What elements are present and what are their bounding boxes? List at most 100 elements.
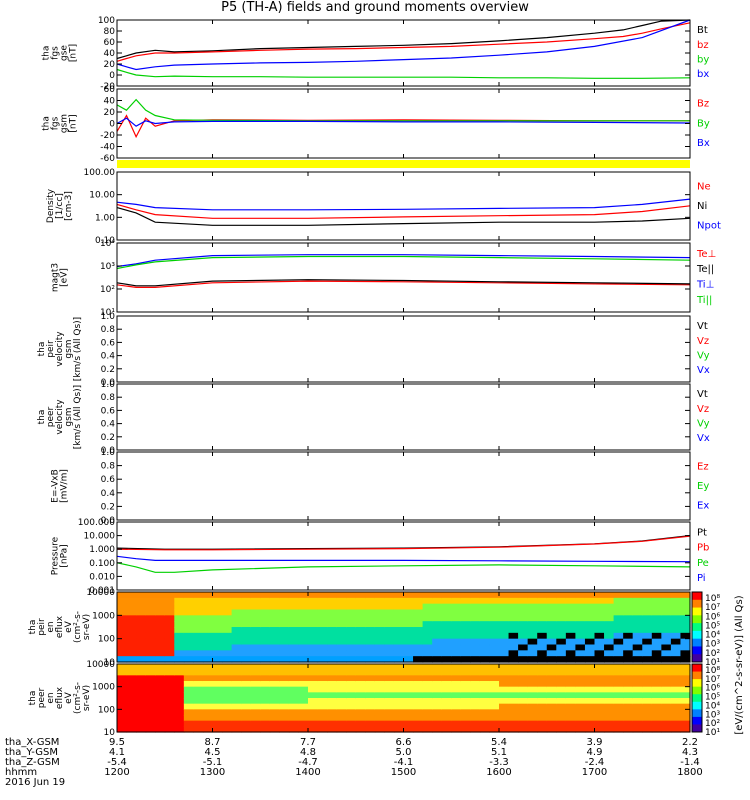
y-tick-label: 10 [104, 658, 116, 668]
spectrogram-cell [183, 603, 194, 611]
spectrogram-cell [117, 592, 128, 599]
spectrogram-cell [451, 632, 462, 640]
spectrogram-cell [298, 709, 309, 716]
spectrogram-cell [556, 715, 567, 722]
spectrogram-cell [155, 644, 166, 651]
spectrogram-cell [117, 664, 128, 671]
spectrogram-cell [632, 715, 643, 722]
spectrogram-cell [365, 664, 376, 671]
spectrogram-cell [432, 715, 443, 722]
spectrogram-cell [680, 609, 691, 616]
spectrogram-cell [269, 698, 280, 705]
spectrogram-cell [670, 597, 682, 605]
spectrogram-cell [145, 726, 156, 733]
spectrogram-cell [451, 709, 462, 716]
spectrogram-cell [575, 632, 586, 640]
spectrogram-cell [575, 638, 586, 646]
spectrogram-cell [546, 627, 557, 634]
spectrogram-cell [298, 650, 309, 657]
spectrogram-cell [346, 692, 357, 699]
spectrogram-cell [126, 597, 137, 605]
spectrogram-cell [508, 686, 519, 693]
y-tick-label: 100 [98, 635, 115, 645]
spectrogram-cell [183, 615, 194, 622]
y-tick-label: 20 [104, 60, 116, 70]
spectrogram-cell [413, 720, 424, 727]
spectrogram-cell [222, 650, 233, 657]
spectrogram-cell [546, 609, 557, 616]
spectrogram-cell [308, 698, 319, 705]
spectrogram-cell [451, 603, 462, 611]
spectrogram-cell [317, 681, 328, 688]
y-axis-label: fgs [51, 116, 61, 130]
spectrogram-cell [403, 686, 414, 693]
spectrogram-cell [651, 650, 662, 657]
spectrogram-cell [432, 609, 443, 616]
spectrogram-cell [279, 664, 290, 671]
spectrogram-cell [193, 592, 204, 599]
spectrogram-cell [527, 632, 538, 640]
y-axis-label: [nT] [69, 44, 79, 62]
spectrogram-cell [441, 715, 452, 722]
spectrogram-cell [231, 609, 242, 616]
spectrogram-cell [288, 715, 300, 722]
spectrogram-cell [604, 664, 615, 671]
spectrogram-cell [499, 597, 510, 605]
spectrogram-cell [623, 675, 634, 682]
footer-row-label: hhmm [5, 767, 37, 778]
spectrogram-cell [651, 592, 662, 599]
spectrogram-cell [269, 692, 280, 699]
spectrogram-cell [499, 720, 510, 727]
spectrogram-cell [336, 692, 347, 699]
spectrogram-cell [623, 664, 634, 671]
spectrogram-cell [260, 644, 271, 651]
spectrogram-cell [117, 638, 128, 646]
spectrogram-cell [556, 726, 567, 733]
spectrogram-cell [403, 664, 414, 671]
colorbar-segment [692, 654, 702, 663]
spectrogram-cell [537, 609, 548, 616]
spectrogram-cell [508, 703, 519, 710]
y-tick-label: 0.6 [101, 338, 116, 348]
spectrogram-cell [565, 627, 576, 634]
y-tick-label: 0.2 [101, 502, 115, 512]
spectrogram-cell [250, 615, 261, 622]
footer-value: 1700 [582, 767, 607, 778]
spectrogram-cell [384, 709, 395, 716]
spectrogram-cell [661, 656, 672, 663]
spectrogram-cell [460, 609, 471, 616]
spectrogram-cell [355, 656, 366, 663]
legend-entry: Vz [697, 404, 709, 415]
y-tick-label: 0.001 [89, 586, 115, 596]
spectrogram-cell [241, 638, 252, 646]
spectrogram-cell [117, 675, 128, 682]
spectrogram-cell [355, 681, 366, 688]
spectrogram-cell [145, 603, 156, 611]
spectrogram-cell [670, 609, 682, 616]
spectrogram-cell [260, 650, 271, 657]
panel-peir_velocity [116, 315, 691, 383]
spectrogram-cell [613, 656, 624, 663]
spectrogram-cell [222, 698, 233, 705]
spectrogram-cell [556, 664, 567, 671]
spectrogram-cell [183, 675, 194, 682]
spectrogram-cell [413, 615, 424, 622]
spectrogram-cell [537, 669, 548, 676]
spectrogram-cell [374, 644, 385, 651]
series-line-bz [116, 22, 691, 62]
y-tick-label: 20 [104, 108, 116, 118]
spectrogram-cell [451, 592, 462, 599]
spectrogram-cell [145, 703, 156, 710]
spectrogram-cell [212, 592, 223, 599]
spectrogram-cell [403, 615, 414, 622]
spectrogram-cell [136, 632, 147, 640]
spectrogram-cell [241, 603, 252, 611]
spectrogram-cell [365, 621, 376, 628]
spectrogram-cell [623, 603, 634, 611]
y-axis-label: [1/cc] [55, 193, 65, 219]
spectrogram-cell [222, 675, 233, 682]
y-tick-label: -20 [100, 131, 115, 141]
spectrogram-cell [670, 656, 682, 663]
spectrogram-cell [298, 627, 309, 634]
spectrogram-cell [260, 720, 271, 727]
